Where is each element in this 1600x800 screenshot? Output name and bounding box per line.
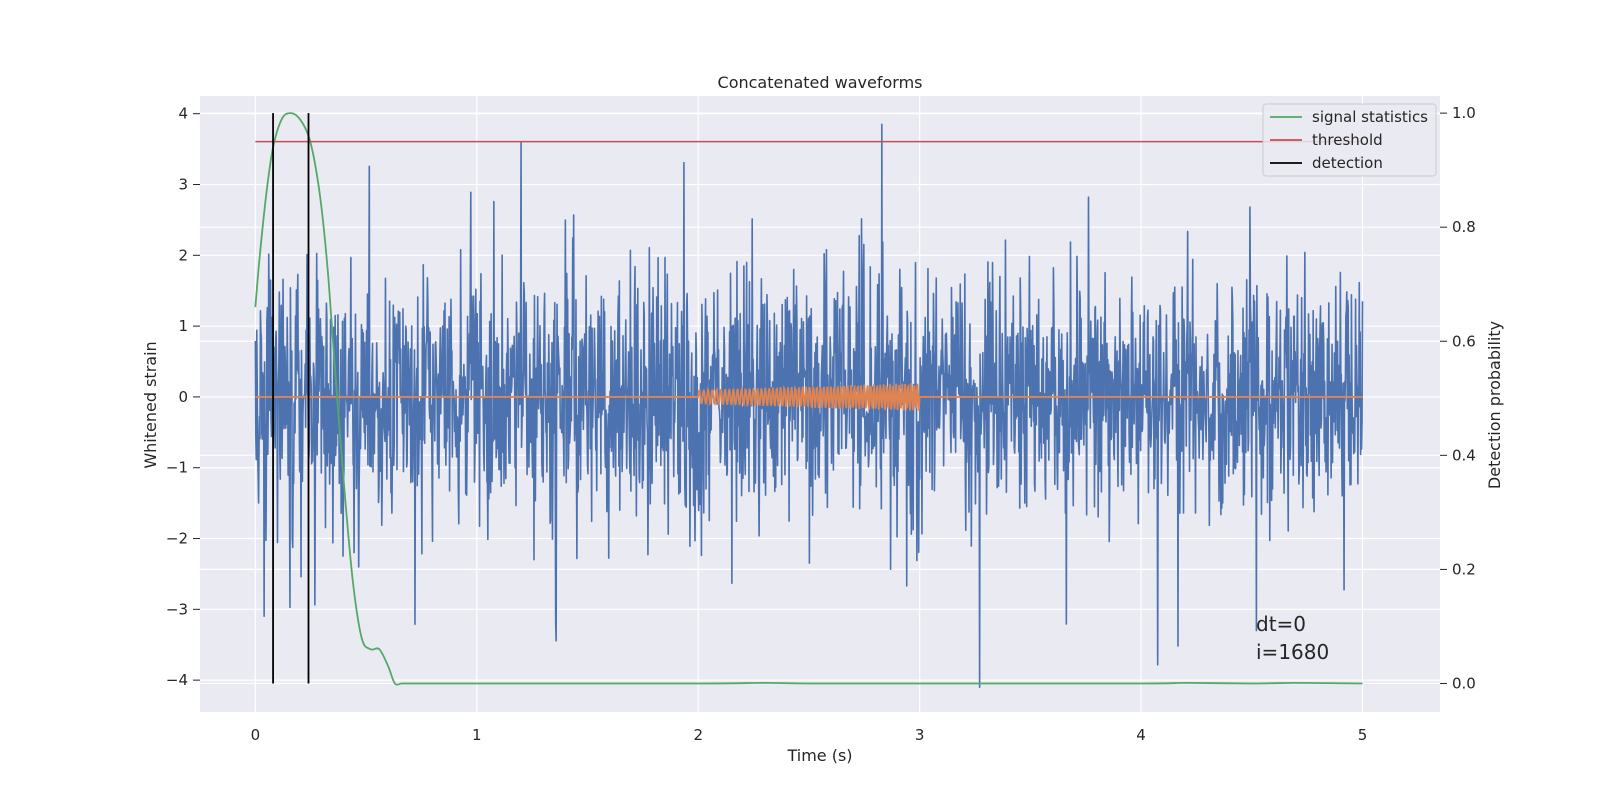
x-tick-label: 1 — [472, 726, 482, 744]
y-tick-label: 0 — [178, 388, 188, 406]
annotation-index: i=1680 — [1256, 640, 1329, 664]
y2-tick-label: 0.6 — [1452, 332, 1476, 350]
y-tick-label: −4 — [166, 671, 188, 689]
y-tick-label: −1 — [166, 459, 188, 477]
y2-tick-label: 1.0 — [1452, 104, 1476, 122]
chart-title: Concatenated waveforms — [718, 73, 923, 92]
x-tick-label: 3 — [915, 726, 925, 744]
x-tick-label: 2 — [693, 726, 703, 744]
legend-box — [1262, 103, 1437, 177]
legend-label-detection: detection — [1312, 154, 1383, 172]
legend: signal statistics threshold detection — [1262, 103, 1437, 177]
y-tick-label: −2 — [166, 530, 188, 548]
y-tick-label: 1 — [178, 317, 188, 335]
probability-overlays — [254, 112, 1363, 686]
tick-marks — [193, 112, 1447, 684]
y-tick-label: 4 — [178, 105, 188, 123]
strain-line — [254, 123, 1364, 689]
strain-series — [254, 123, 1364, 689]
y2-axis-label: Detection probability — [1485, 321, 1504, 489]
legend-label-signal-statistics: signal statistics — [1312, 108, 1428, 126]
x-tick-label: 0 — [251, 726, 261, 744]
annotation-dt: dt=0 — [1256, 612, 1306, 636]
y-tick-label: −3 — [166, 600, 188, 618]
tick-labels: 0 1 2 3 4 5 −4 −3 −2 −1 0 1 2 3 4 0.0 0.2 0.4 0.6 0.8 1.0 — [166, 104, 1476, 744]
x-axis-label: Time (s) — [786, 746, 852, 765]
y2-tick-label: 0.8 — [1452, 218, 1476, 236]
y-axis-label: Whitened strain — [141, 341, 160, 468]
y2-tick-label: 0.4 — [1452, 446, 1476, 464]
y-tick-label: 3 — [178, 176, 188, 194]
y2-tick-label: 0.0 — [1452, 674, 1476, 692]
y-tick-label: 2 — [178, 246, 188, 264]
injection-line — [255, 382, 1363, 412]
y2-tick-label: 0.2 — [1452, 560, 1476, 578]
legend-label-threshold: threshold — [1312, 131, 1383, 149]
x-tick-label: 5 — [1358, 726, 1368, 744]
x-tick-label: 4 — [1136, 726, 1146, 744]
injection-series — [255, 382, 1363, 412]
signal-statistics-line — [254, 112, 1363, 686]
